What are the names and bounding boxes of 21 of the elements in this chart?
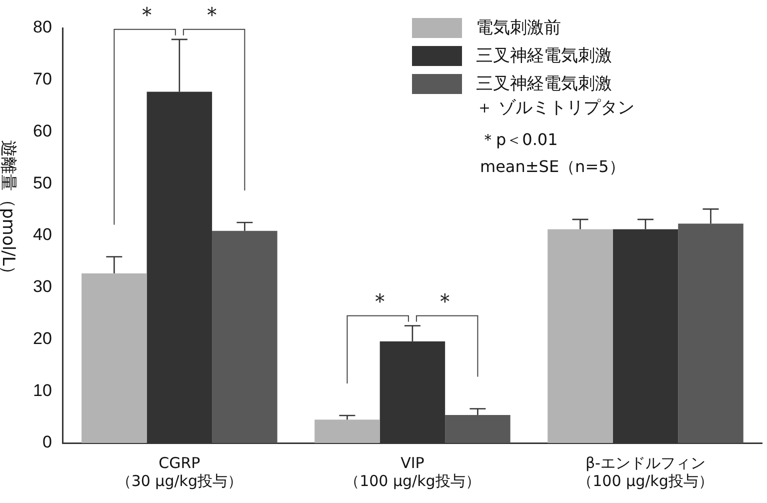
annotation: ＊: [201, 3, 224, 28]
annotation: ＊: [368, 289, 391, 314]
annotation: ＊: [136, 3, 158, 28]
legend-label: 三叉神経電気刺激: [476, 45, 612, 68]
y-tick-label: 40: [32, 225, 52, 244]
y-tick-label: 50: [32, 173, 52, 192]
y-tick-label: 60: [32, 121, 52, 140]
annotation: ＊: [434, 289, 456, 314]
legend-label: 電気刺激前: [476, 17, 561, 40]
x-tick-label: VIP（100 μg/kg投与）: [344, 454, 480, 490]
x-tick-label: β-エンドルフィン（100 μg/kg投与）: [578, 454, 714, 490]
y-tick-label: 20: [32, 328, 52, 348]
y-tick-label: 0: [42, 432, 52, 452]
annotation: mean±SE（n=5）: [480, 156, 626, 178]
annotation: ＊p＜0.01: [480, 129, 559, 151]
y-tick-label: 70: [32, 70, 52, 89]
y-tick-label: 10: [32, 380, 52, 400]
y-tick-label: 30: [32, 277, 52, 296]
y-tick-label: 80: [32, 18, 52, 37]
x-tick-label: CGRP（30 μg/kg投与）: [116, 454, 243, 490]
legend-label: 三叉神経電気刺激＋ ゾルミトリプタン: [476, 73, 634, 120]
